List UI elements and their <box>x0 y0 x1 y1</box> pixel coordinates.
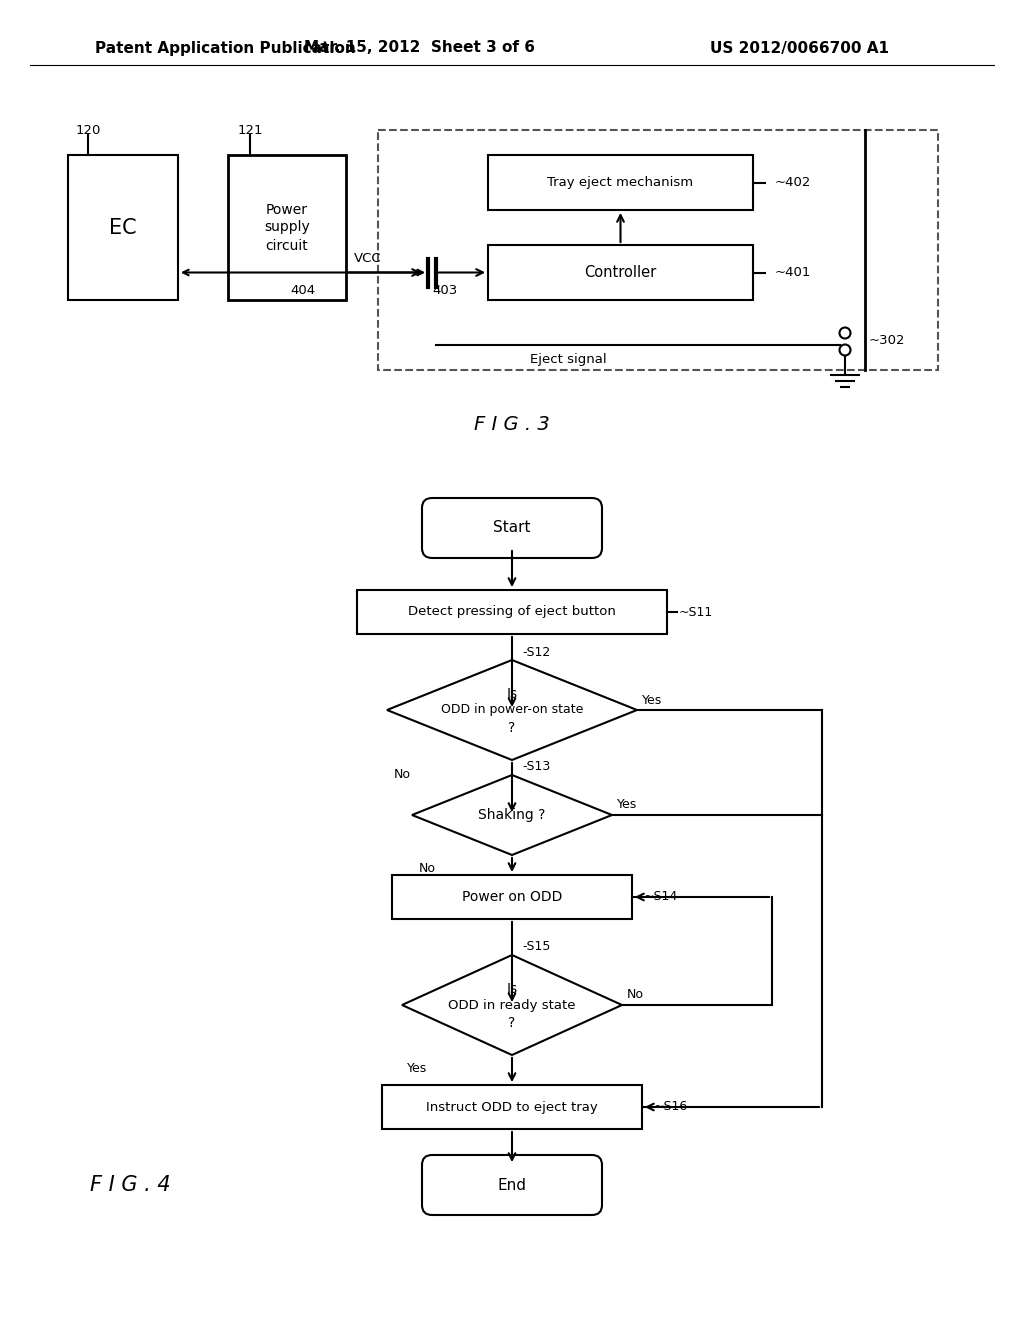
Text: End: End <box>498 1177 526 1192</box>
FancyBboxPatch shape <box>392 875 632 919</box>
Text: Controller: Controller <box>585 265 656 280</box>
Circle shape <box>840 327 851 338</box>
Text: Patent Application Publication: Patent Application Publication <box>95 41 355 55</box>
Text: ODD in power-on state: ODD in power-on state <box>440 704 584 717</box>
Text: F I G . 4: F I G . 4 <box>90 1175 170 1195</box>
Text: 121: 121 <box>238 124 263 136</box>
Text: No: No <box>393 767 411 780</box>
FancyBboxPatch shape <box>357 590 667 634</box>
Text: Power: Power <box>266 202 308 216</box>
Text: -S15: -S15 <box>522 940 550 953</box>
Text: ?: ? <box>508 721 516 735</box>
Polygon shape <box>387 660 637 760</box>
Polygon shape <box>402 954 622 1055</box>
Text: ?: ? <box>508 1016 516 1030</box>
Polygon shape <box>412 775 612 855</box>
Text: -S12: -S12 <box>522 645 550 659</box>
Text: circuit: circuit <box>265 239 308 252</box>
Text: EC: EC <box>110 218 137 238</box>
Text: Yes: Yes <box>617 799 637 812</box>
Text: ~402: ~402 <box>775 176 811 189</box>
FancyBboxPatch shape <box>378 129 938 370</box>
Text: -S13: -S13 <box>522 760 550 774</box>
FancyBboxPatch shape <box>422 1155 602 1214</box>
Text: 404: 404 <box>291 284 315 297</box>
FancyBboxPatch shape <box>228 154 346 300</box>
Text: Is: Is <box>507 686 517 701</box>
FancyBboxPatch shape <box>382 1085 642 1129</box>
Text: No: No <box>627 989 644 1002</box>
Text: ~S16: ~S16 <box>654 1101 688 1114</box>
Text: Instruct ODD to eject tray: Instruct ODD to eject tray <box>426 1101 598 1114</box>
Text: Power on ODD: Power on ODD <box>462 890 562 904</box>
FancyBboxPatch shape <box>488 154 753 210</box>
Text: ~401: ~401 <box>775 267 811 279</box>
Text: ~302: ~302 <box>869 334 905 347</box>
Text: Yes: Yes <box>407 1063 427 1076</box>
Text: VCC: VCC <box>354 252 382 265</box>
Text: Yes: Yes <box>642 693 663 706</box>
Text: ~S14: ~S14 <box>644 891 678 903</box>
Text: Eject signal: Eject signal <box>530 352 606 366</box>
Text: Mar. 15, 2012  Sheet 3 of 6: Mar. 15, 2012 Sheet 3 of 6 <box>304 41 536 55</box>
Text: Shaking ?: Shaking ? <box>478 808 546 822</box>
Text: 403: 403 <box>432 284 458 297</box>
FancyBboxPatch shape <box>422 498 602 558</box>
FancyBboxPatch shape <box>488 246 753 300</box>
Text: Start: Start <box>494 520 530 536</box>
Text: Is: Is <box>507 982 517 997</box>
FancyBboxPatch shape <box>68 154 178 300</box>
Text: F I G . 3: F I G . 3 <box>474 416 550 434</box>
Text: 120: 120 <box>76 124 100 136</box>
Text: Detect pressing of eject button: Detect pressing of eject button <box>408 606 616 619</box>
Text: No: No <box>419 862 435 875</box>
Text: Tray eject mechanism: Tray eject mechanism <box>548 176 693 189</box>
Circle shape <box>840 345 851 355</box>
Text: US 2012/0066700 A1: US 2012/0066700 A1 <box>711 41 890 55</box>
Text: ODD in ready state: ODD in ready state <box>449 998 575 1011</box>
Text: supply: supply <box>264 220 310 235</box>
Text: ~S11: ~S11 <box>679 606 714 619</box>
